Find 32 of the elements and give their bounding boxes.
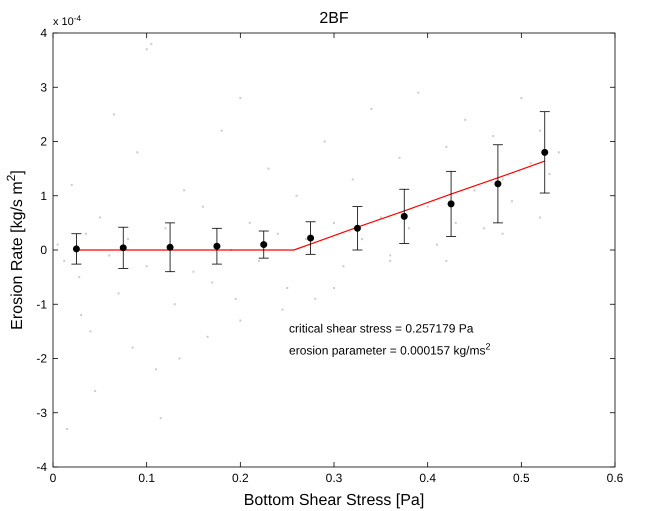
point <box>541 148 548 156</box>
y-tick-label: -1 <box>36 297 48 312</box>
y-tick-label: 4 <box>40 26 48 40</box>
chart-title: 2BF <box>319 10 349 27</box>
annotation: erosion parameter = 0.000157 kg/ms$^{2}$ <box>289 341 491 358</box>
x-tick-label: 0.4 <box>419 471 436 485</box>
point <box>494 180 502 188</box>
point <box>120 244 127 252</box>
point <box>213 242 220 250</box>
point <box>72 245 80 252</box>
x-tick-label: 0.3 <box>326 471 343 485</box>
y-tick-label: 3 <box>40 80 48 94</box>
x-tick-label: 0.5 <box>512 471 530 485</box>
y-tick-label: 2 <box>40 134 48 148</box>
y-tick-label: -3 <box>36 406 48 420</box>
point <box>400 212 408 220</box>
annotation: critical shear stress = 0.257179 Pa <box>289 321 474 336</box>
x-axis-title: Bottom Shear Stress [Pa] <box>244 492 424 509</box>
text: x 10$^{-4}$ <box>53 14 82 28</box>
x-tick-label: 0 <box>50 471 57 485</box>
x-tick-label: 0.2 <box>232 471 249 485</box>
y-tick-label: -2 <box>36 352 48 366</box>
y-tick-label: -4 <box>36 460 48 474</box>
point <box>307 234 314 242</box>
point <box>166 244 174 251</box>
point <box>260 241 268 248</box>
point <box>448 200 455 208</box>
y-tick-label: 0 <box>40 243 48 257</box>
x-tick-label: 0.1 <box>138 471 156 485</box>
point <box>354 224 361 232</box>
x-tick-label: 0.6 <box>606 471 624 485</box>
y-tick-label: 1 <box>40 188 48 203</box>
